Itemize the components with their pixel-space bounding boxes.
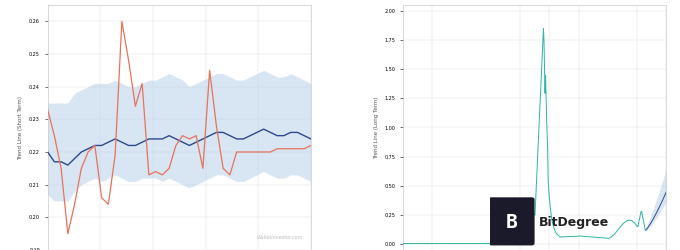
- Y-axis label: Trend Line (Long Term): Trend Line (Long Term): [374, 96, 379, 159]
- FancyBboxPatch shape: [489, 197, 534, 246]
- Y-axis label: Trend Line (Short Term): Trend Line (Short Term): [18, 96, 24, 160]
- Text: Walletinvestor.com: Walletinvestor.com: [256, 235, 303, 240]
- Text: B: B: [506, 213, 517, 232]
- Text: BitDegree: BitDegree: [539, 216, 609, 229]
